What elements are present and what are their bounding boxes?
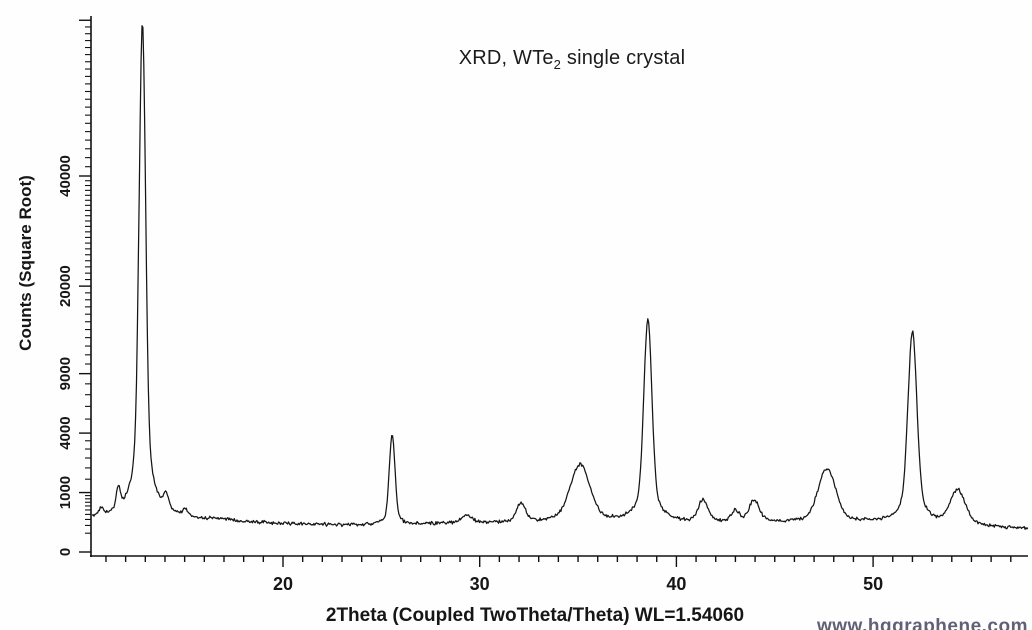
watermark: www.hqgraphene.com (817, 616, 1028, 630)
x-axis-title: 2Theta (Coupled TwoTheta/Theta) WL=1.540… (325, 605, 745, 626)
chart-title-prefix: XRD, WTe (458, 47, 554, 69)
x-tick-label: 30 (470, 574, 490, 594)
y-axis-title: Counts (Square Root) (16, 175, 35, 351)
y-tick-label: 20000 (57, 265, 74, 307)
chart-title: XRD, WTe2 single crystal (322, 47, 822, 72)
x-tick-label: 20 (273, 574, 293, 594)
y-tick-label: 9000 (57, 357, 74, 390)
chart-title-subscript: 2 (553, 57, 562, 72)
y-tick-label: 4000 (57, 416, 74, 449)
chart-title-suffix: single crystal (561, 47, 686, 69)
xrd-curve (91, 25, 1029, 530)
y-tick-label: 40000 (57, 155, 74, 197)
y-tick-label: 1000 (57, 476, 74, 509)
x-tick-label: 40 (666, 574, 686, 594)
y-tick-label: 0 (57, 548, 74, 556)
x-tick-label: 50 (863, 574, 883, 594)
